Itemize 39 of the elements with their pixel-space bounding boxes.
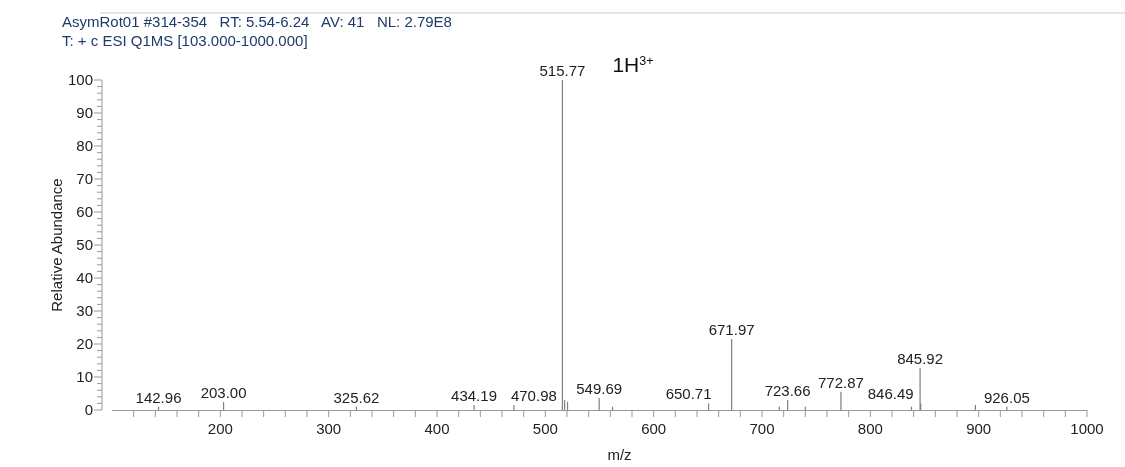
x-tick-label: 1000: [1070, 420, 1104, 437]
annotation: 515.77: [539, 62, 586, 79]
x-tick-label: 200: [207, 420, 233, 437]
annotation: 325.62: [333, 388, 380, 406]
x-axis-title: m/z: [607, 446, 632, 463]
chart-title: AsymRot01 #314-354 RT: 5.54-6.24 AV: 41 NL: 2.79E8: [62, 13, 452, 30]
x-tick-label: 900: [966, 420, 992, 437]
y-tick-label: 40: [76, 269, 93, 286]
text: 1H$^{3+}$: [612, 53, 654, 76]
x-tick-label: 800: [857, 420, 883, 437]
annotation: 470.98: [510, 387, 557, 405]
annotation: 846.49: [867, 385, 914, 403]
annotation: 926.05: [983, 388, 1030, 406]
x-tick-label: 600: [641, 420, 667, 437]
x-tick-label: 500: [532, 420, 558, 437]
annotation: 772.87: [818, 373, 864, 391]
y-tick-label: 60: [76, 203, 93, 220]
y-tick-label: 20: [76, 335, 93, 352]
y-tick-label: 0: [84, 401, 93, 418]
annotation: 845.92: [897, 350, 944, 368]
annotation: 142.96: [135, 388, 182, 406]
chart-subtitle: T: + c ESI Q1MS [103.000-1000.000]: [62, 32, 308, 49]
y-tick-label: 70: [76, 170, 93, 187]
annotation: 434.19: [451, 387, 497, 405]
annotation: 549.69: [576, 380, 623, 398]
y-axis-title: Relative Abundance: [48, 178, 65, 312]
annotation: 723.66: [764, 382, 811, 400]
annotation: 671.97: [708, 321, 755, 339]
annotation: 203.00: [200, 384, 247, 402]
annotation: 650.71: [665, 385, 712, 403]
y-tick-label: 10: [76, 368, 93, 385]
x-tick-label: 300: [316, 420, 342, 437]
y-tick-label: 50: [76, 236, 93, 253]
x-tick-label: 400: [424, 420, 450, 437]
y-tick-label: 30: [76, 302, 93, 319]
y-tick-label: 90: [76, 104, 93, 121]
x-tick-label: 700: [749, 420, 775, 437]
y-tick-label: 100: [67, 71, 93, 88]
y-tick-label: 80: [76, 137, 93, 154]
